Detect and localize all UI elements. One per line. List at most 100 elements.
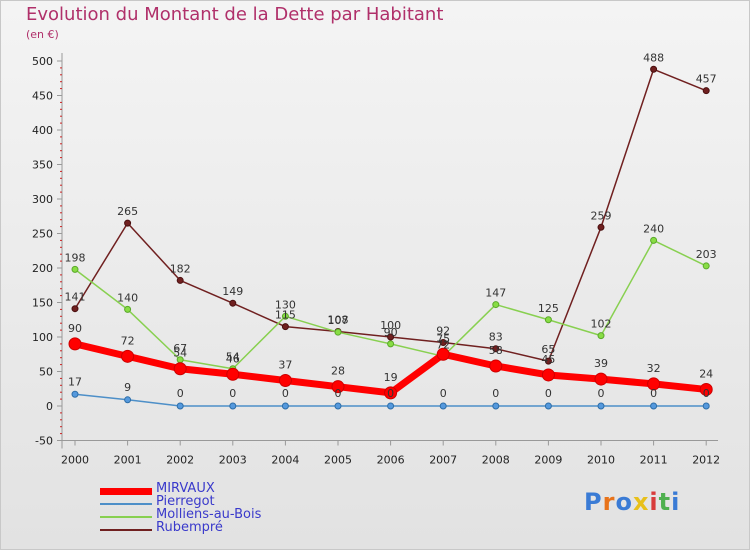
data-label: 107 [328,314,349,327]
data-point [544,316,552,324]
data-label: 147 [485,287,506,300]
data-point [71,390,79,398]
data-point [439,339,447,347]
data-point [176,276,184,284]
data-label: 457 [696,73,717,86]
data-label: 198 [65,251,86,264]
x-tick-label: 2004 [271,454,299,467]
x-tick-label: 2012 [692,454,720,467]
data-label: 46 [226,352,240,365]
data-point [281,402,289,410]
legend-swatch [100,529,152,531]
data-label: 90 [68,322,82,335]
y-tick-label: 350 [32,159,53,172]
data-point [334,402,342,410]
data-label: 24 [699,367,713,380]
data-label: 72 [121,334,135,347]
data-point [124,219,132,227]
logo-letter: i [649,488,659,516]
data-label: 102 [591,318,612,331]
data-point [334,328,342,336]
data-label: 0 [440,387,447,400]
data-label: 265 [117,205,138,218]
data-point [702,87,710,95]
data-label: 9 [124,381,131,394]
data-point [331,380,345,394]
x-tick-label: 2005 [324,454,352,467]
data-label: 130 [275,298,296,311]
y-tick-label: 250 [32,228,53,241]
data-point [226,367,240,381]
data-point [492,301,500,309]
x-tick-label: 2001 [114,454,142,467]
data-label: 125 [538,302,559,315]
data-point [699,382,713,396]
data-point [702,262,710,270]
data-point [594,372,608,386]
data-point [439,402,447,410]
data-label: 0 [229,387,236,400]
data-label: 54 [173,347,187,360]
y-tick-label: 100 [32,331,53,344]
x-tick-label: 2003 [219,454,247,467]
data-label: 259 [591,209,612,222]
data-label: 140 [117,291,138,304]
data-label: 54 [226,351,240,364]
data-label: 92 [436,325,450,338]
data-label: 115 [275,309,296,322]
data-point [281,312,289,320]
data-label: 0 [387,387,394,400]
data-point [647,377,661,391]
data-label: 72 [436,338,450,351]
y-tick-label: -50 [35,435,53,448]
data-point [387,402,395,410]
data-label: 0 [703,387,710,400]
y-tick-label: 500 [32,55,53,68]
logo-letter: o [615,488,633,516]
x-tick-label: 2006 [377,454,405,467]
data-label: 32 [647,362,661,375]
data-point [492,402,500,410]
data-point [124,396,132,404]
data-point [544,402,552,410]
legend-swatch [100,488,152,495]
logo-letter: i [671,488,681,516]
data-point [176,402,184,410]
series-line-0 [71,340,710,397]
legend-label: Molliens-au-Bois [156,507,262,522]
data-label: 17 [68,375,82,388]
data-point [597,332,605,340]
data-label: 75 [436,332,450,345]
data-label: 0 [598,387,605,400]
data-label: 0 [650,387,657,400]
data-point [387,333,395,341]
data-point [492,345,500,353]
data-label: 67 [173,342,187,355]
data-label: 90 [384,326,398,339]
data-point [229,299,237,307]
data-label: 203 [696,248,717,261]
data-point [281,323,289,331]
data-point [597,223,605,231]
data-label: 65 [541,343,555,356]
y-tick-label: 300 [32,193,53,206]
data-label: 45 [541,353,555,366]
data-point [702,402,710,410]
data-label: 0 [545,387,552,400]
y-tick-label: 150 [32,297,53,310]
data-label: 0 [492,387,499,400]
x-tick-label: 2010 [587,454,615,467]
x-tick-label: 2011 [640,454,668,467]
data-point [436,347,450,361]
data-point [541,368,555,382]
y-tick-label: 50 [39,366,53,379]
legend-label: Rubempré [156,520,223,535]
data-point [597,402,605,410]
data-label: 0 [177,387,184,400]
y-tick-label: 400 [32,124,53,137]
logo-letter: t [658,488,672,516]
data-point [489,359,503,373]
series-line-2 [74,239,707,370]
y-tick-label: 200 [32,262,53,275]
